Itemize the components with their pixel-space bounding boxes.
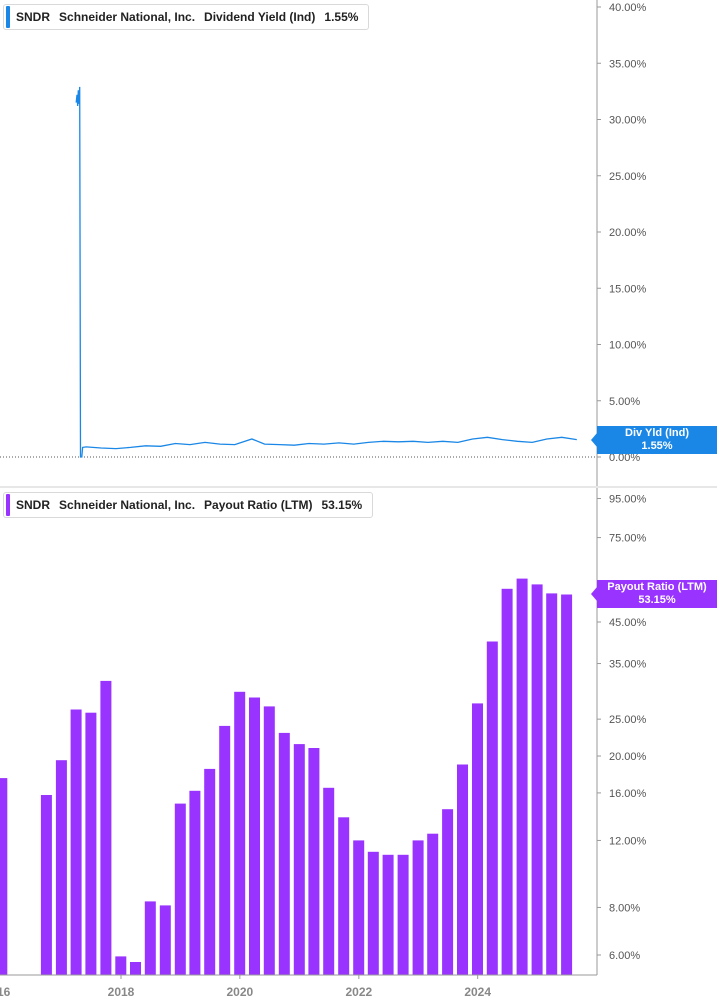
payout-bar — [412, 840, 424, 975]
legend-swatch-payout — [6, 494, 10, 516]
payout-bar — [516, 578, 528, 975]
payout-bar — [531, 584, 543, 975]
payout-bar — [159, 905, 171, 975]
legend-symbol: SNDR — [16, 498, 51, 512]
payout-bar — [249, 697, 260, 975]
flag-value: 53.15% — [638, 594, 676, 606]
legend-value: 53.15% — [321, 498, 363, 512]
flag-label: Payout Ratio (LTM) — [607, 581, 707, 593]
payout-bar — [189, 790, 201, 975]
payout-bar — [427, 833, 439, 975]
payout-bar — [472, 703, 483, 975]
y-tick-label-bottom: 35.00% — [609, 659, 647, 671]
y-tick-label-bottom: 75.00% — [609, 533, 647, 545]
payout-bar — [501, 588, 513, 975]
x-tick-label: 2020 — [226, 985, 253, 999]
y-tick-label-top: 0.00% — [609, 452, 640, 464]
payout-bar — [204, 768, 216, 975]
y-tick-label-bottom: 95.00% — [609, 494, 647, 506]
payout-ratio-flag: Payout Ratio (LTM) 53.15% — [591, 580, 717, 608]
legend-swatch-yield — [6, 6, 10, 28]
payout-bar — [234, 691, 246, 975]
y-tick-label-bottom: 25.00% — [609, 714, 647, 726]
legend-company: Schneider National, Inc. — [59, 498, 196, 512]
x-tick-label: 2022 — [345, 985, 372, 999]
payout-bar — [130, 962, 141, 975]
legend-value: 1.55% — [324, 10, 359, 24]
y-tick-label-top: 20.00% — [609, 227, 647, 239]
payout-bar — [442, 809, 454, 975]
y-tick-label-bottom: 16.00% — [609, 788, 647, 800]
payout-bar — [144, 901, 156, 975]
payout-bar — [457, 764, 468, 975]
legend-metric: Payout Ratio (LTM) — [204, 498, 313, 512]
y-tick-label-bottom: 20.00% — [609, 751, 647, 763]
y-tick-label-top: 25.00% — [609, 171, 647, 183]
payout-bar — [486, 641, 498, 975]
dividend-yield-legend[interactable]: SNDR Schneider National, Inc. Dividend Y… — [3, 4, 370, 30]
payout-bar — [219, 725, 231, 975]
payout-bar — [397, 854, 409, 975]
y-tick-label-top: 15.00% — [609, 283, 647, 295]
payout-bar — [293, 744, 305, 975]
payout-bar — [85, 712, 97, 975]
payout-bar — [561, 594, 573, 975]
payout-bar — [367, 851, 379, 975]
y-tick-label-top: 30.00% — [609, 115, 647, 127]
x-tick-label: 16 — [0, 985, 11, 999]
payout-bar — [338, 817, 350, 975]
y-tick-label-top: 35.00% — [609, 58, 647, 70]
y-tick-label-bottom: 8.00% — [609, 902, 640, 914]
dividend-yield-flag: Div Yld (Ind) 1.55% — [591, 426, 717, 454]
payout-bar — [115, 956, 127, 975]
legend-metric: Dividend Yield (Ind) — [204, 10, 316, 24]
dividend-yield-panel — [0, 86, 597, 458]
flag-label: Div Yld (Ind) — [625, 427, 689, 439]
payout-ratio-panel — [0, 578, 573, 975]
payout-bar — [308, 748, 320, 975]
legend-company: Schneider National, Inc. — [59, 10, 196, 24]
payout-bar — [174, 803, 186, 975]
x-tick-label: 2024 — [464, 985, 491, 999]
payout-ratio-legend[interactable]: SNDR Schneider National, Inc. Payout Rat… — [3, 492, 374, 518]
payout-bar — [546, 593, 558, 975]
payout-bar — [70, 709, 82, 975]
payout-bar — [353, 840, 365, 975]
y-tick-label-top: 5.00% — [609, 396, 640, 408]
flag-value: 1.55% — [641, 440, 673, 452]
payout-bar — [40, 795, 52, 975]
payout-bar — [0, 778, 8, 975]
payout-bar — [263, 706, 275, 975]
x-tick-label: 2018 — [108, 985, 135, 999]
legend-symbol: SNDR — [16, 10, 51, 24]
payout-bar — [100, 680, 112, 975]
y-tick-label-bottom: 45.00% — [609, 617, 647, 629]
payout-bar — [55, 760, 67, 975]
dividend-yield-line — [75, 86, 577, 458]
y-tick-label-top: 40.00% — [609, 2, 647, 14]
y-tick-label-bottom: 6.00% — [609, 950, 640, 962]
payout-bar — [323, 787, 335, 975]
y-tick-label-bottom: 12.00% — [609, 835, 647, 847]
payout-bar — [382, 854, 394, 975]
y-tick-label-top: 10.00% — [609, 340, 647, 352]
payout-bar — [278, 732, 290, 975]
